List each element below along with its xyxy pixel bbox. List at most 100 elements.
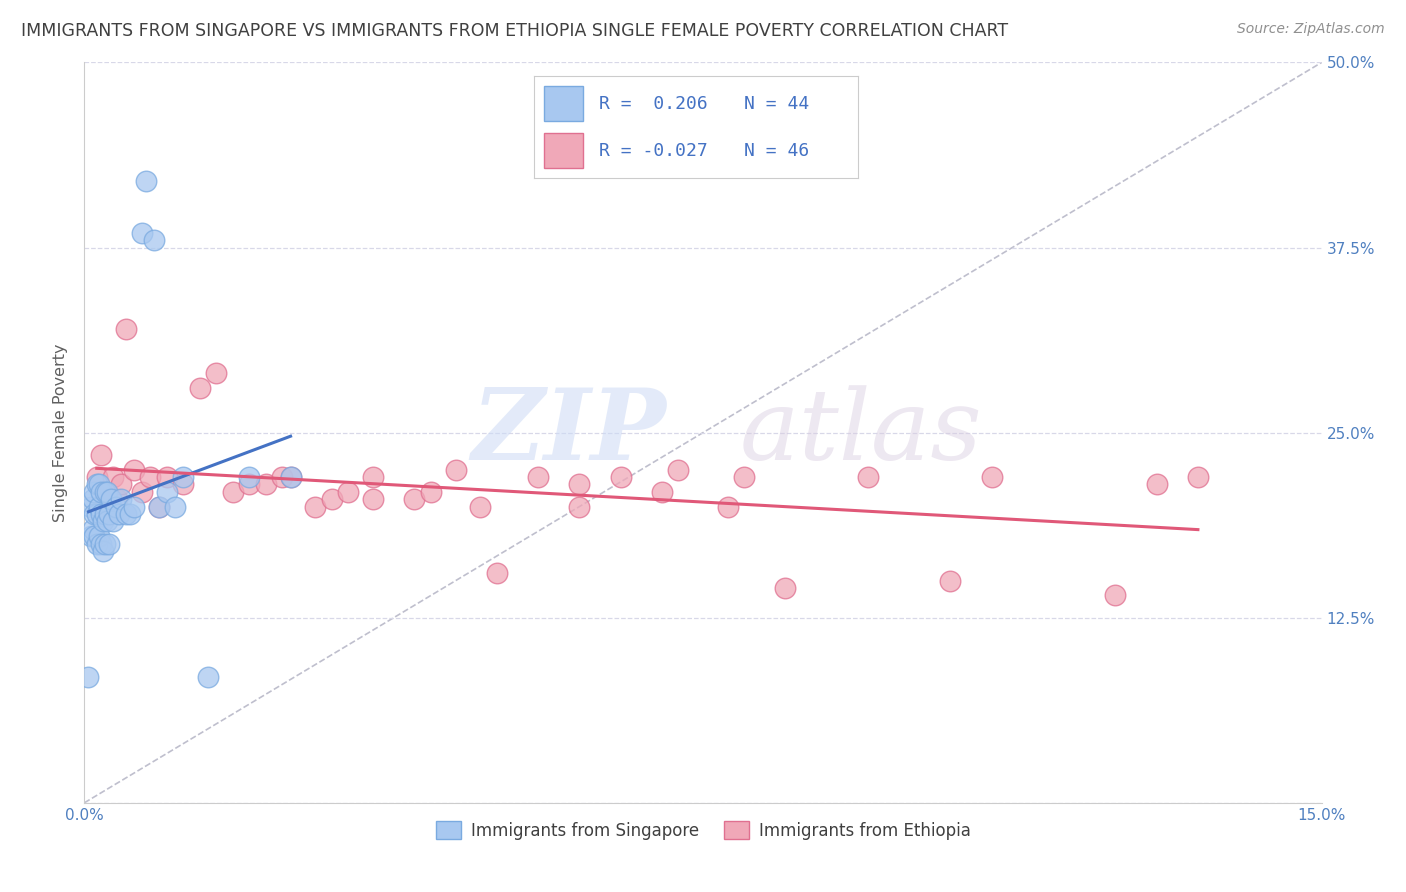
Point bbox=[94, 536, 117, 550]
Point bbox=[197, 670, 219, 684]
Point bbox=[939, 574, 962, 588]
Point bbox=[89, 500, 111, 514]
Point bbox=[98, 507, 121, 521]
Text: R =  0.206: R = 0.206 bbox=[599, 95, 707, 112]
Point bbox=[254, 477, 277, 491]
Point bbox=[444, 462, 467, 476]
Point bbox=[103, 515, 125, 529]
Legend: Immigrants from Singapore, Immigrants from Ethiopia: Immigrants from Singapore, Immigrants fr… bbox=[429, 814, 977, 847]
Point bbox=[91, 544, 114, 558]
Point bbox=[238, 470, 260, 484]
Point bbox=[568, 500, 591, 514]
Point bbox=[980, 470, 1002, 484]
Point bbox=[165, 500, 187, 514]
Point bbox=[110, 477, 132, 491]
Point bbox=[83, 529, 105, 543]
Text: N = 44: N = 44 bbox=[745, 95, 810, 112]
Point bbox=[733, 470, 755, 484]
Point bbox=[86, 507, 108, 521]
Point bbox=[172, 477, 194, 491]
Point bbox=[172, 470, 194, 484]
Point bbox=[94, 507, 117, 521]
Point bbox=[280, 470, 302, 484]
Point bbox=[148, 500, 170, 514]
Point bbox=[114, 322, 136, 336]
Point bbox=[222, 484, 245, 499]
Point bbox=[271, 470, 294, 484]
Point bbox=[89, 529, 111, 543]
Point bbox=[94, 484, 117, 499]
Point bbox=[103, 470, 125, 484]
Point bbox=[96, 484, 118, 499]
Point bbox=[321, 492, 343, 507]
Point bbox=[91, 515, 114, 529]
Point bbox=[856, 470, 879, 484]
Point bbox=[188, 381, 211, 395]
Point bbox=[717, 500, 740, 514]
Text: ZIP: ZIP bbox=[471, 384, 666, 481]
Point bbox=[131, 226, 153, 240]
Point bbox=[143, 233, 166, 247]
Point bbox=[96, 515, 118, 529]
Point bbox=[139, 470, 162, 484]
Point bbox=[156, 470, 179, 484]
Point bbox=[609, 470, 631, 484]
Point bbox=[148, 500, 170, 514]
Point bbox=[80, 529, 103, 543]
Point bbox=[80, 500, 103, 514]
Point bbox=[83, 484, 105, 499]
Point bbox=[404, 492, 426, 507]
Point bbox=[105, 492, 128, 507]
Point bbox=[118, 507, 141, 521]
Point bbox=[110, 492, 132, 507]
FancyBboxPatch shape bbox=[544, 87, 582, 121]
Text: Source: ZipAtlas.com: Source: ZipAtlas.com bbox=[1237, 22, 1385, 37]
Point bbox=[280, 470, 302, 484]
Point bbox=[90, 536, 112, 550]
Point bbox=[100, 492, 122, 507]
Point bbox=[666, 462, 689, 476]
Point bbox=[361, 470, 384, 484]
Point bbox=[361, 492, 384, 507]
Point bbox=[83, 507, 105, 521]
Text: atlas: atlas bbox=[740, 385, 983, 480]
Text: IMMIGRANTS FROM SINGAPORE VS IMMIGRANTS FROM ETHIOPIA SINGLE FEMALE POVERTY CORR: IMMIGRANTS FROM SINGAPORE VS IMMIGRANTS … bbox=[21, 22, 1008, 40]
Y-axis label: Single Female Poverty: Single Female Poverty bbox=[53, 343, 69, 522]
Point bbox=[104, 500, 127, 514]
Point bbox=[94, 484, 117, 499]
Point bbox=[1146, 477, 1168, 491]
Point bbox=[419, 484, 441, 499]
Point bbox=[122, 500, 145, 514]
Point bbox=[86, 536, 108, 550]
Point bbox=[527, 470, 550, 484]
FancyBboxPatch shape bbox=[544, 133, 582, 168]
Point bbox=[77, 670, 100, 684]
Point bbox=[90, 484, 112, 499]
Point bbox=[205, 367, 228, 381]
Point bbox=[131, 484, 153, 499]
Point bbox=[135, 174, 157, 188]
Point bbox=[90, 448, 112, 462]
Point bbox=[108, 507, 131, 521]
Point bbox=[90, 507, 112, 521]
Point bbox=[89, 477, 111, 491]
Point bbox=[470, 500, 492, 514]
Point bbox=[1187, 470, 1209, 484]
Point bbox=[82, 492, 104, 507]
Point bbox=[651, 484, 673, 499]
Point bbox=[337, 484, 360, 499]
Point bbox=[775, 581, 797, 595]
Point bbox=[304, 500, 326, 514]
Point bbox=[114, 507, 136, 521]
Point bbox=[86, 477, 108, 491]
Point bbox=[1104, 589, 1126, 603]
Point bbox=[98, 507, 121, 521]
Point bbox=[238, 477, 260, 491]
Point bbox=[122, 462, 145, 476]
Text: R = -0.027: R = -0.027 bbox=[599, 142, 707, 160]
Point bbox=[86, 470, 108, 484]
Point bbox=[485, 566, 508, 581]
Point bbox=[82, 522, 104, 536]
Point bbox=[98, 536, 121, 550]
Text: N = 46: N = 46 bbox=[745, 142, 810, 160]
